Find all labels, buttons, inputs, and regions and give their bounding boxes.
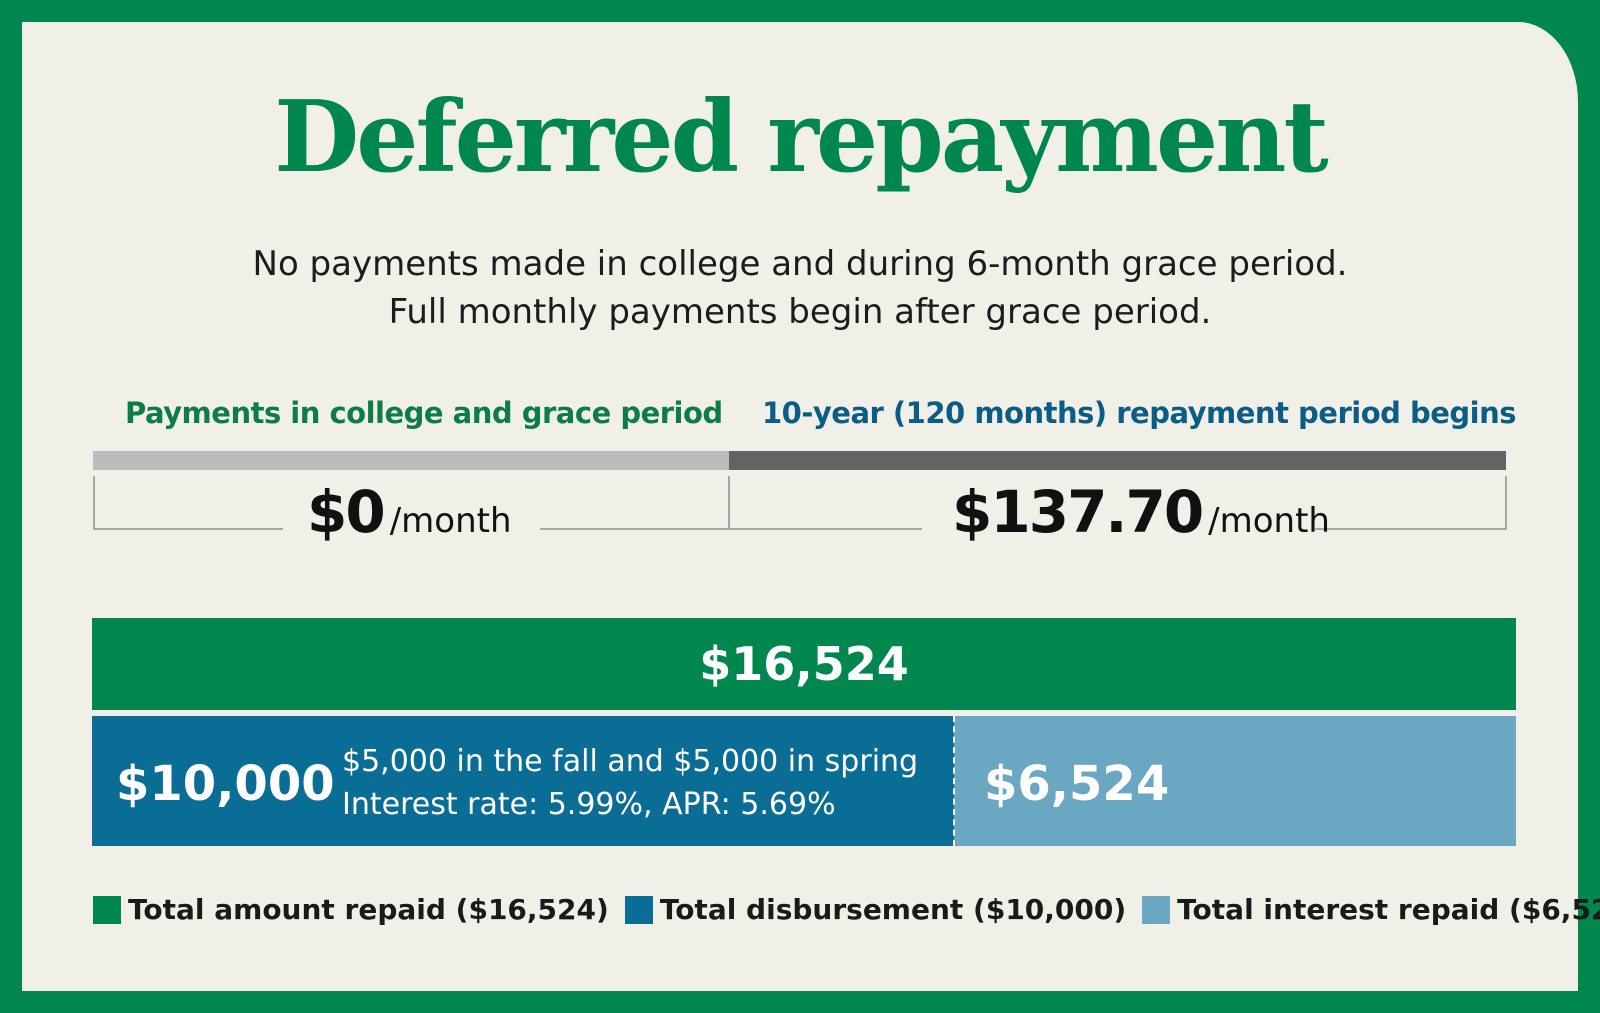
legend-label: Total amount repaid ($16,524): [128, 893, 609, 926]
segment-divider: [953, 716, 955, 846]
payment-amount: $137.70: [952, 478, 1204, 546]
legend-item-interest: Total interest repaid ($6,524): [1142, 893, 1600, 926]
bracket-left-edge: [93, 476, 95, 529]
bracket-line: [93, 528, 283, 530]
subtitle-line-1: No payments made in college and during 6…: [252, 244, 1348, 284]
bracket-line: [730, 528, 922, 530]
total-repaid-label: $16,524: [699, 637, 909, 691]
subtitle: No payments made in college and during 6…: [0, 240, 1600, 336]
chart-title: Deferred repayment: [274, 80, 1329, 195]
legend-swatch-total: [93, 895, 121, 924]
legend: Total amount repaid ($16,524) Total disb…: [93, 893, 1600, 926]
payment-unit: /month: [389, 501, 512, 541]
timeline-repayment-bar: [729, 451, 1506, 470]
bracket-line: [540, 528, 730, 530]
bracket-line: [1315, 528, 1507, 530]
total-repaid-bar: $16,524: [92, 618, 1516, 710]
phase-label-grace: Payments in college and grace period: [125, 396, 723, 430]
monthly-payment-grace: $0/month: [307, 478, 512, 546]
subtitle-line-2: Full monthly payments begin after grace …: [388, 292, 1212, 332]
payment-amount: $0: [307, 478, 386, 546]
interest-label: $6,524: [984, 756, 1170, 812]
timeline-grace-bar: [93, 451, 729, 470]
disbursement-bar: $10,000 $5,000 in the fall and $5,000 in…: [92, 716, 954, 846]
legend-item-total: Total amount repaid ($16,524): [93, 893, 609, 926]
disbursement-note: $5,000 in the fall and $5,000 in spring …: [342, 740, 918, 826]
note-line-2: Interest rate: 5.99%, APR: 5.69%: [342, 787, 836, 822]
legend-item-disbursement: Total disbursement ($10,000): [624, 893, 1127, 926]
disbursement-label: $10,000: [116, 756, 335, 812]
legend-label: Total disbursement ($10,000): [659, 893, 1127, 926]
legend-swatch-disbursement: [624, 895, 653, 924]
note-line-1: $5,000 in the fall and $5,000 in spring: [342, 744, 919, 779]
bracket-divider: [728, 476, 730, 529]
bracket-right-edge: [1505, 476, 1507, 529]
payment-unit: /month: [1208, 501, 1330, 541]
monthly-payment-repayment: $137.70/month: [952, 478, 1330, 546]
legend-swatch-interest: [1142, 895, 1171, 924]
phase-label-repayment: 10-year (120 months) repayment period be…: [762, 396, 1517, 430]
interest-bar: $6,524: [954, 716, 1516, 846]
legend-label: Total interest repaid ($6,524): [1177, 893, 1600, 926]
